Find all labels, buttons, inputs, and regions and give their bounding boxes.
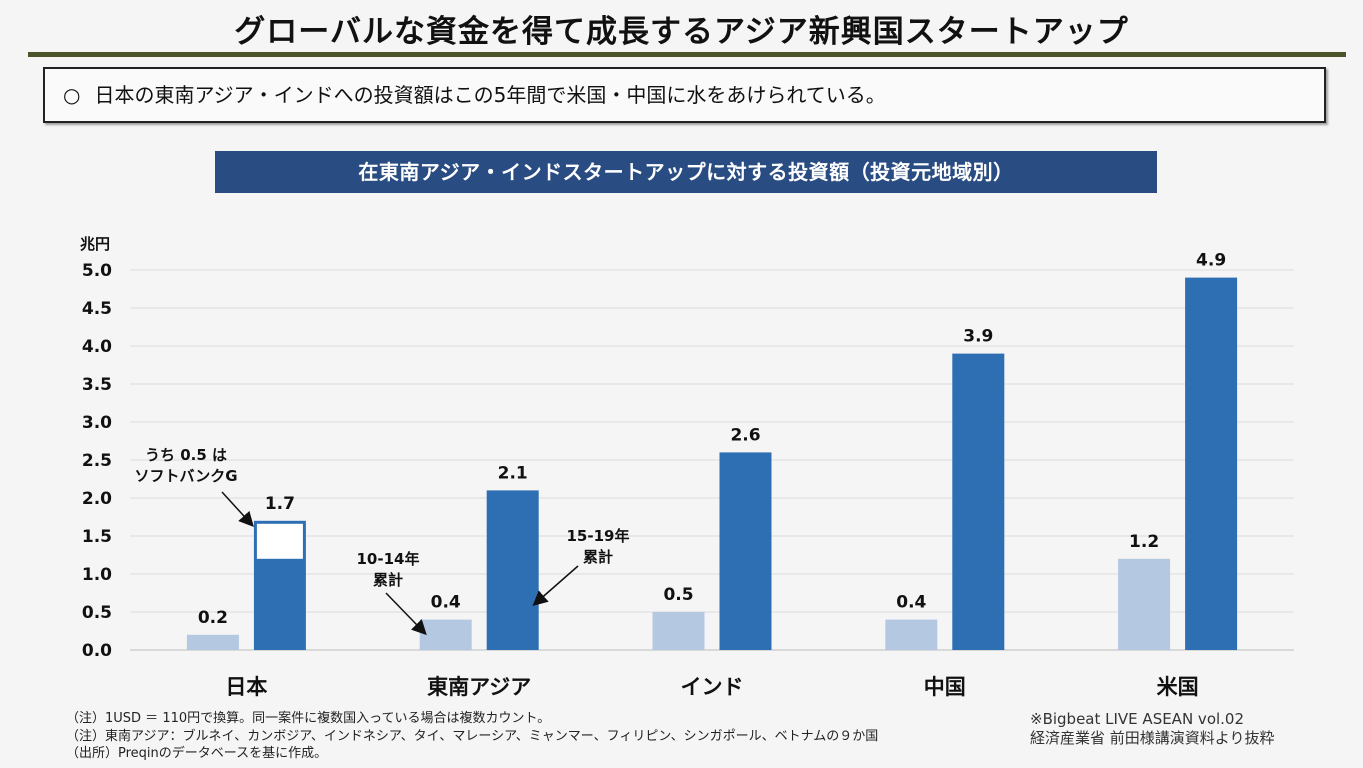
series1-note-line2: 累計 xyxy=(373,571,403,589)
x-category-label: インド xyxy=(681,675,744,699)
y-tick-label: 1.5 xyxy=(82,527,112,547)
y-tick-label: 3.5 xyxy=(82,375,112,395)
y-tick-label: 4.0 xyxy=(82,337,112,357)
credit-origin: 経済産業省 前田様講演資料より抜粋 xyxy=(1030,729,1275,747)
series1-arrow xyxy=(385,592,427,636)
x-category-label: 中国 xyxy=(924,675,966,699)
y-tick-label: 1.0 xyxy=(82,565,112,585)
y-tick-label: 2.0 xyxy=(82,489,112,509)
data-label: 1.7 xyxy=(265,494,295,514)
footnote-countries: （注）東南アジア：ブルネイ、カンボジア、インドネシア、タイ、マレーシア、ミャンマ… xyxy=(66,728,879,744)
bar-series1 xyxy=(1118,558,1171,650)
series2-note-line2: 累計 xyxy=(583,548,613,566)
source-credit: ※Bigbeat LIVE ASEAN vol.02 経済産業省 前田様講演資料… xyxy=(1030,710,1274,748)
series2-note-line1: 15-19年 xyxy=(567,527,630,545)
y-tick-label: 4.5 xyxy=(82,299,112,319)
bar-chart: 0.0 0.5 1.0 1.5 2.0 2.5 3.0 3.5 4.0 4.5 5.0 0.2 1.7… xyxy=(80,235,1294,699)
y-tick-label: 0.0 xyxy=(82,641,112,661)
series1-note-line1: 10-14年 xyxy=(357,550,420,568)
page-title: グローバルな資金を得て成長するアジア新興国スタートアップ xyxy=(234,14,1129,50)
bar-series1 xyxy=(652,612,705,650)
data-label: 0.4 xyxy=(431,593,461,613)
y-tick-label: 2.5 xyxy=(82,451,112,471)
circle-bullet-icon: ○ xyxy=(63,83,81,107)
bar-series1 xyxy=(186,634,239,650)
credit-event: ※Bigbeat LIVE ASEAN vol.02 xyxy=(1030,710,1245,728)
data-label: 3.9 xyxy=(963,327,993,347)
footnote-exchange: （注）1USD ＝ 110円で換算。同一案件に複数国入っている場合は複数カウント… xyxy=(66,711,551,726)
softbank-note-line2: ソフトバンクG xyxy=(134,467,237,485)
data-label: 2.1 xyxy=(498,463,528,483)
y-tick-label: 5.0 xyxy=(82,261,112,281)
data-label: 2.6 xyxy=(730,425,760,445)
bar-series2 xyxy=(1185,277,1238,650)
summary-box: ○ 日本の東南アジア・インドへの投資額はこの5年間で米国・中国に水をあけられている… xyxy=(43,67,1326,123)
x-category-label: 東南アジア xyxy=(427,675,531,699)
title-divider xyxy=(28,52,1346,57)
x-category-label: 日本 xyxy=(225,675,267,699)
data-label: 1.2 xyxy=(1129,532,1159,552)
y-tick-label: 3.0 xyxy=(82,413,112,433)
summary-text: 日本の東南アジア・インドへの投資額はこの5年間で米国・中国に水をあけられている。 xyxy=(94,83,886,107)
bar-series2 xyxy=(952,353,1005,650)
bar-series1 xyxy=(885,619,938,650)
softbank-note-line1: うち 0.5 は xyxy=(145,446,227,464)
softbank-arrow xyxy=(221,491,254,528)
series2-arrow xyxy=(532,565,579,606)
data-label: 0.5 xyxy=(663,585,693,605)
y-tick-label: 0.5 xyxy=(82,603,112,623)
footnotes: （注）1USD ＝ 110円で換算。同一案件に複数国入っている場合は複数カウント… xyxy=(66,710,878,763)
x-category-label: 米国 xyxy=(1157,675,1199,699)
footnote-source: （出所）Preqinのデータベースを基に作成。 xyxy=(66,746,328,761)
data-label: 4.9 xyxy=(1196,251,1226,271)
data-label: 0.2 xyxy=(198,608,228,628)
bar-series1 xyxy=(419,619,472,650)
y-axis-unit-label: 兆円 xyxy=(80,235,110,253)
bar-series2 xyxy=(719,452,772,650)
bar-series2 xyxy=(486,490,539,650)
chart-title: 在東南アジア・インドスタートアップに対する投資額（投資元地域別） xyxy=(215,151,1157,193)
softbank-portion-segment xyxy=(256,523,303,559)
data-label: 0.4 xyxy=(896,593,926,613)
